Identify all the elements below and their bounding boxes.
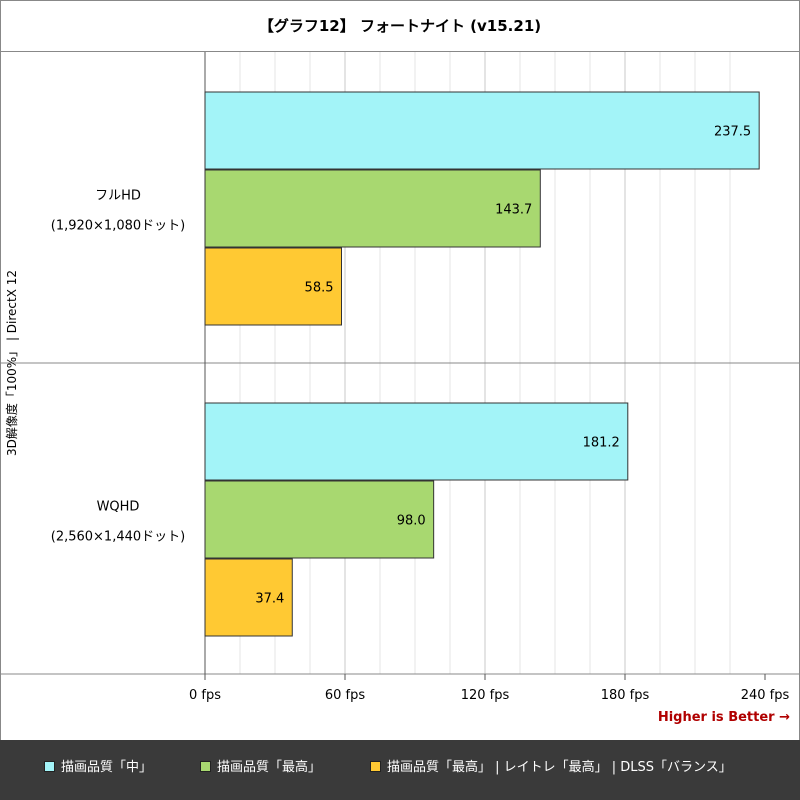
group-label: フルHD xyxy=(95,189,141,204)
bar-value-label: 37.4 xyxy=(255,592,284,607)
bar-value-label: 181.2 xyxy=(583,436,620,451)
legend-swatch-medium xyxy=(44,761,55,772)
bar xyxy=(204,247,342,326)
x-tick-label: 120 fps xyxy=(461,688,510,703)
higher-is-better-note: Higher is Better → xyxy=(657,710,790,725)
chart-title: 【グラフ12】 フォートナイト (v15.21) xyxy=(0,0,800,52)
bar xyxy=(204,402,629,481)
group-sublabel: (1,920×1,080ドット) xyxy=(51,219,185,234)
group-label: WQHD xyxy=(97,500,140,515)
legend-label-raytracing: 描画品質「最高」 | レイトレ「最高」 | DLSS「バランス」 xyxy=(387,760,732,775)
x-tick-label: 240 fps xyxy=(741,688,790,703)
legend: 描画品質「中」 描画品質「最高」 描画品質「最高」 | レイトレ「最高」 | D… xyxy=(0,740,800,800)
legend-item-raytracing: 描画品質「最高」 | レイトレ「最高」 | DLSS「バランス」 xyxy=(370,740,732,800)
bar-value-label: 237.5 xyxy=(714,125,751,140)
legend-swatch-raytracing xyxy=(370,761,381,772)
bar-chart: 0 fps 60 fps 120 fps 180 fps 240 fps 237.5 143… xyxy=(0,52,800,703)
y-axis-label: 3D解像度「100%」 | DirectX 12 xyxy=(4,270,19,456)
bar-value-label: 58.5 xyxy=(305,281,334,296)
legend-swatch-highest xyxy=(200,761,211,772)
bar xyxy=(204,169,541,248)
bar-value-label: 98.0 xyxy=(397,514,426,529)
bar xyxy=(204,91,760,170)
bar xyxy=(204,480,435,559)
legend-item-medium: 描画品質「中」 xyxy=(44,740,152,800)
group-sublabel: (2,560×1,440ドット) xyxy=(51,530,185,545)
x-tick-label: 60 fps xyxy=(325,688,366,703)
x-tick-label: 180 fps xyxy=(601,688,650,703)
bar xyxy=(204,558,293,637)
x-tick-label: 0 fps xyxy=(189,688,221,703)
legend-label-medium: 描画品質「中」 xyxy=(61,760,153,775)
legend-label-highest: 描画品質「最高」 xyxy=(217,760,322,775)
bar-value-label: 143.7 xyxy=(495,203,532,218)
legend-item-highest: 描画品質「最高」 xyxy=(200,740,321,800)
